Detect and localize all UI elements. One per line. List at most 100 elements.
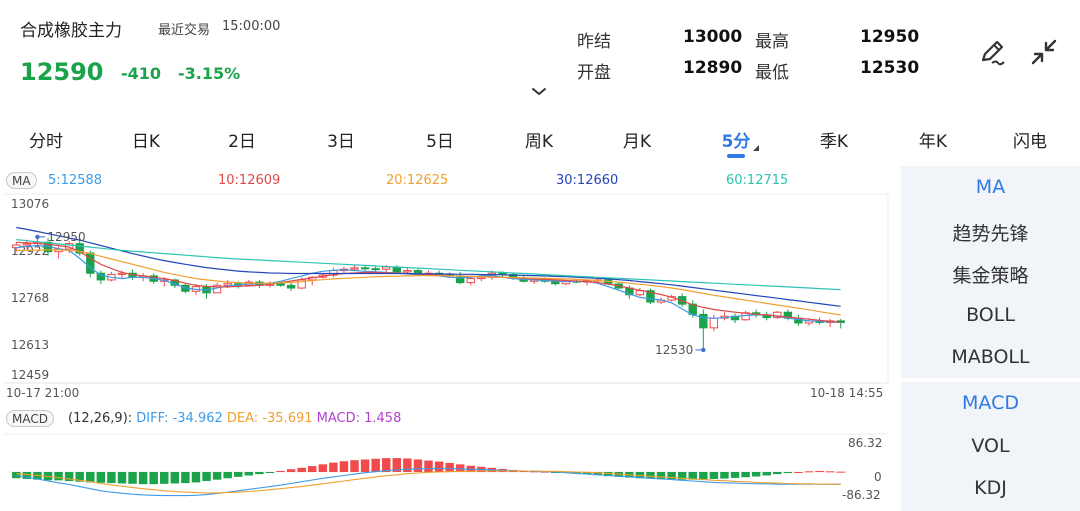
tab-intraday[interactable]: 分时 — [29, 132, 63, 152]
tab-daily[interactable]: 日K — [131, 132, 161, 152]
macd-bar — [12, 472, 21, 479]
contract-title: 合成橡胶主力 — [20, 21, 122, 41]
macd-bar — [318, 464, 328, 472]
tab-2day[interactable]: 2日 — [228, 132, 256, 152]
macd-bar — [96, 472, 106, 483]
candle-body — [286, 284, 296, 289]
macd-bar — [212, 472, 222, 480]
candle-body — [96, 272, 106, 281]
main-indicator-group: MA 趋势先锋 集金策略 BOLL MABOLL — [901, 166, 1080, 378]
macd-bar — [720, 472, 729, 479]
indicator-boll[interactable]: BOLL — [966, 304, 1015, 326]
macd-bar — [582, 472, 592, 475]
ma-indicator-badge[interactable]: MA — [6, 172, 37, 189]
macd-bar — [730, 472, 740, 478]
tab-yearly[interactable]: 年K — [918, 132, 948, 152]
draw-tool-icon[interactable] — [976, 36, 1008, 68]
candle-body — [699, 313, 708, 329]
macd-bar — [329, 462, 338, 472]
macd-indicator-badge[interactable]: MACD — [6, 410, 54, 427]
candle-body — [466, 278, 475, 284]
macd-bar — [413, 459, 423, 472]
macd-bar — [836, 471, 845, 473]
indicator-kdj[interactable]: KDJ — [974, 477, 1007, 499]
macd-axis-zero: 0 — [874, 470, 882, 484]
tab-dropdown-icon[interactable] — [753, 145, 759, 151]
tab-weekly[interactable]: 周K — [524, 132, 554, 152]
quote-header: 合成橡胶主力 最近交易 15:00:00 12590 -410 -3.15% 昨… — [0, 0, 1080, 110]
ma60-line — [16, 239, 841, 291]
macd-bar — [276, 470, 285, 472]
macd-bar — [762, 472, 771, 476]
macd-bar — [751, 472, 761, 477]
last-trade-label: 最近交易 — [158, 23, 211, 38]
macd-bar — [191, 472, 201, 483]
macd-bar — [360, 459, 370, 472]
tab-tick[interactable]: 闪电 — [1013, 132, 1047, 152]
tab-5min[interactable]: 5分 — [721, 132, 751, 152]
period-tabs: 分时 日K 2日 3日 5日 周K 月K 5分 季K 年K 闪电 — [0, 112, 1080, 164]
macd-bar — [350, 460, 359, 472]
price-tick-4: 12613 — [11, 338, 50, 352]
macd-bar — [794, 472, 803, 473]
macd-bar — [656, 472, 666, 479]
macd-bar — [603, 472, 613, 477]
macd-bar — [783, 472, 793, 474]
chart-area[interactable]: MA 5:12588 10:12609 20:12625 30:12660 60… — [0, 166, 898, 511]
ma20-legend: 20:12625 — [386, 173, 449, 188]
candlestick-chart[interactable]: 12950 12530 — [0, 166, 898, 511]
macd-bar — [286, 469, 296, 472]
active-tab-indicator — [727, 154, 745, 158]
ma30-line — [16, 226, 841, 307]
macd-bar — [815, 470, 824, 472]
indicator-fund-strategy[interactable]: 集金策略 — [952, 265, 1029, 287]
ma5-line — [16, 244, 841, 324]
indicator-ma[interactable]: MA — [975, 176, 1006, 198]
macd-bar — [392, 458, 402, 472]
macd-bar — [741, 472, 750, 478]
price-change: -410 — [121, 64, 162, 83]
candle-body — [75, 243, 84, 254]
macd-bar — [445, 462, 454, 472]
shrink-arrows-icon[interactable] — [1028, 36, 1060, 68]
chevron-down-icon[interactable] — [530, 86, 548, 98]
ma60-legend: 60:12715 — [726, 173, 789, 188]
candle-body — [12, 244, 21, 249]
end-time-label: 10-18 14:55 — [810, 386, 884, 400]
macd-axis-bottom: -86.32 — [842, 488, 881, 502]
macd-bar — [434, 461, 444, 472]
macd-bar — [255, 472, 264, 475]
indicator-trend-pioneer[interactable]: 趋势先锋 — [952, 223, 1029, 245]
indicator-macd[interactable]: MACD — [962, 392, 1019, 414]
last-price: 12590 — [20, 58, 104, 86]
tab-3day[interactable]: 3日 — [327, 132, 355, 152]
macd-bar — [170, 472, 180, 484]
macd-bar — [117, 472, 127, 484]
macd-bar — [677, 472, 687, 480]
candle-body — [350, 267, 359, 270]
open-label: 开盘 — [577, 63, 611, 83]
macd-dea-value: DEA: -35.691 — [226, 411, 313, 426]
tab-monthly[interactable]: 月K — [622, 132, 652, 152]
ma10-legend: 10:12609 — [218, 173, 281, 188]
macd-bar — [371, 458, 380, 472]
min-marker-label: 12530 — [655, 343, 693, 357]
indicator-maboll[interactable]: MABOLL — [951, 346, 1030, 368]
macd-bar — [138, 472, 148, 485]
tab-quarterly[interactable]: 季K — [819, 132, 849, 152]
macd-dif-line — [16, 467, 841, 497]
macd-bar — [22, 472, 32, 479]
price-tick-3: 12768 — [11, 291, 50, 305]
indicator-side-panel: MA 趋势先锋 集金策略 BOLL MABOLL MACD VOL KDJ — [901, 166, 1080, 511]
macd-bar — [688, 472, 697, 480]
prev-settle-label: 昨结 — [577, 32, 611, 52]
candle-body — [646, 290, 655, 303]
last-trade-time: 15:00:00 — [222, 19, 281, 34]
ma10-line — [16, 241, 841, 323]
macd-bar — [86, 472, 95, 483]
indicator-vol[interactable]: VOL — [971, 435, 1010, 457]
macd-bar — [128, 472, 137, 484]
low-label: 最低 — [755, 63, 789, 83]
macd-bar — [244, 472, 254, 476]
tab-5day[interactable]: 5日 — [426, 132, 454, 152]
